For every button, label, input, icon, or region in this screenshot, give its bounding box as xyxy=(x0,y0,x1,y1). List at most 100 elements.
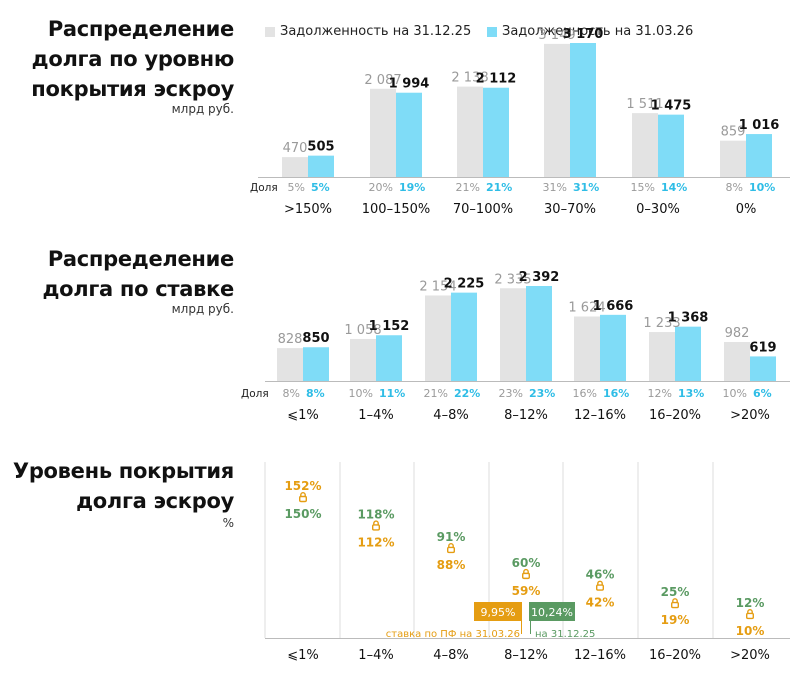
share-4-mar: 16% xyxy=(603,387,629,400)
coverage-marker-4-shackle xyxy=(597,580,603,586)
share-6-dec: 10% xyxy=(723,387,747,400)
share-4-dec: 16% xyxy=(573,387,597,400)
share-1-dec: 20% xyxy=(369,181,393,194)
bar-3-dec xyxy=(544,43,570,177)
panel3-title-line1: Уровень покрытия xyxy=(12,459,234,483)
bar-3-dec xyxy=(500,288,526,381)
share-0-dec: 5% xyxy=(288,181,305,194)
bar-6-mar xyxy=(750,356,776,381)
panel1-title-line1: Распределение xyxy=(47,17,234,41)
category-label-0: ⩽1% xyxy=(287,408,319,423)
bar-0-dec xyxy=(282,157,308,177)
share-2-dec: 21% xyxy=(456,181,480,194)
coverage-label-0-upper: 152% xyxy=(284,479,321,493)
value-label-6-mar: 619 xyxy=(749,340,776,355)
coverage-label-4-lower: 42% xyxy=(586,596,615,610)
value-label-1-mar: 1 152 xyxy=(369,319,410,334)
bar-1-dec xyxy=(370,88,396,177)
rate-caption-dec: на 31.12.25 xyxy=(535,629,595,640)
value-label-1-mar: 1 994 xyxy=(389,77,430,92)
share-2-mar: 21% xyxy=(486,181,512,194)
legend-label-b: Задолженность на 31.03.26 xyxy=(502,24,694,39)
value-label-5-dec: 1 233 xyxy=(643,316,680,331)
coverage-marker-6 xyxy=(746,608,755,620)
category-label-3: 8–12% xyxy=(504,408,548,423)
panel1-unit: млрд руб. xyxy=(171,102,234,116)
share-1-mar: 19% xyxy=(399,181,425,194)
bar-6-dec xyxy=(724,341,750,381)
share-3-mar: 31% xyxy=(573,181,599,194)
coverage-label-3-upper: 60% xyxy=(512,556,541,570)
bar-0-dec xyxy=(277,348,303,381)
legend-item-a: Задолженность на 31.12.25 xyxy=(265,24,471,39)
rate-box-mar xyxy=(474,602,522,621)
bar-2-mar xyxy=(483,87,509,177)
value-label-1-dec: 2 087 xyxy=(364,73,401,88)
coverage-label-3-lower: 59% xyxy=(512,584,541,598)
value-label-2-mar: 2 112 xyxy=(476,72,517,87)
share-3-mar: 23% xyxy=(529,387,555,400)
coverage-label-5-upper: 25% xyxy=(661,585,690,599)
coverage-marker-1 xyxy=(372,520,381,531)
legend-item-b: Задолженность на 31.03.26 xyxy=(487,24,693,39)
value-label-0-mar: 505 xyxy=(307,140,334,155)
coverage-marker-0-shackle xyxy=(300,492,306,497)
rate-box-dec xyxy=(529,602,575,621)
value-label-4-dec: 1 624 xyxy=(568,301,605,316)
bar-3-mar xyxy=(570,43,596,177)
category-label-1: 1–4% xyxy=(358,408,393,423)
share-5-dec: 8% xyxy=(726,181,743,194)
share-row-label: Доля xyxy=(250,182,278,194)
value-label-0-mar: 850 xyxy=(302,331,329,346)
coverage-marker-0-body xyxy=(299,495,308,503)
coverage-label-0-lower: 150% xyxy=(284,507,321,521)
panel2-title: Распределение долга по ставке xyxy=(0,244,234,304)
coverage-marker-0 xyxy=(299,492,308,503)
category-label-0: ⩽1% xyxy=(287,648,319,663)
share-2-dec: 21% xyxy=(424,387,448,400)
panel1-title-line3: покрытия эскроу xyxy=(31,77,234,101)
coverage-marker-2 xyxy=(447,542,456,554)
bar-4-dec xyxy=(632,113,658,177)
coverage-marker-2-shackle xyxy=(448,542,454,548)
coverage-label-1-lower: 112% xyxy=(357,535,394,549)
value-label-0-dec: 470 xyxy=(283,141,308,156)
share-5-dec: 12% xyxy=(648,387,672,400)
share-6-mar: 6% xyxy=(753,387,772,400)
category-label-2: 70–100% xyxy=(453,202,513,217)
share-3-dec: 23% xyxy=(499,387,523,400)
share-3-dec: 31% xyxy=(543,181,567,194)
coverage-marker-6-shackle xyxy=(747,608,753,614)
share-4-dec: 15% xyxy=(631,181,655,194)
bar-2-dec xyxy=(425,295,451,381)
value-label-4-mar: 1 666 xyxy=(593,299,634,314)
category-label-1: 100–150% xyxy=(362,202,430,217)
category-label-5: 16–20% xyxy=(649,648,701,663)
coverage-marker-5-shackle xyxy=(672,598,678,603)
value-label-6-dec: 982 xyxy=(725,326,750,341)
category-label-4: 12–16% xyxy=(574,648,626,663)
value-label-3-dec: 2 335 xyxy=(494,272,531,287)
share-4-mar: 14% xyxy=(661,181,687,194)
coverage-marker-1-shackle xyxy=(373,520,379,525)
category-label-3: 8–12% xyxy=(504,648,548,663)
category-label-2: 4–8% xyxy=(433,648,468,663)
panel3-title-line2: долга эскроу xyxy=(76,489,234,513)
category-label-4: 12–16% xyxy=(574,408,626,423)
bar-0-mar xyxy=(308,155,334,177)
panel3-unit: % xyxy=(222,516,234,530)
category-label-1: 1–4% xyxy=(358,648,393,663)
bar-1-mar xyxy=(376,335,402,381)
value-label-4-dec: 1 511 xyxy=(626,97,663,112)
bar-5-dec xyxy=(720,140,746,177)
value-label-2-dec: 2 154 xyxy=(419,279,456,294)
panel2-title-line1: Распределение xyxy=(47,247,234,271)
bar-5-dec xyxy=(649,332,675,381)
coverage-label-5-lower: 19% xyxy=(661,613,690,627)
value-label-1-dec: 1 058 xyxy=(344,323,381,338)
coverage-marker-3-body xyxy=(522,572,531,580)
share-5-mar: 13% xyxy=(678,387,704,400)
